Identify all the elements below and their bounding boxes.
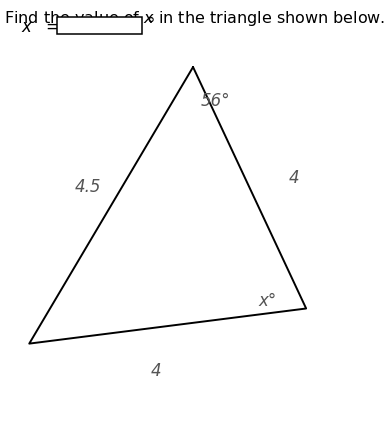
Text: 56°: 56° [201, 92, 230, 110]
Text: $x$  $=$: $x$ $=$ [21, 18, 60, 36]
Text: 4: 4 [289, 168, 300, 187]
Text: °: ° [146, 15, 154, 34]
Text: 4: 4 [151, 361, 161, 379]
FancyBboxPatch shape [57, 18, 142, 35]
Text: x°: x° [259, 291, 277, 309]
Text: Find the value of $x$ in the triangle shown below.: Find the value of $x$ in the triangle sh… [4, 9, 386, 28]
Text: 4.5: 4.5 [74, 177, 101, 195]
